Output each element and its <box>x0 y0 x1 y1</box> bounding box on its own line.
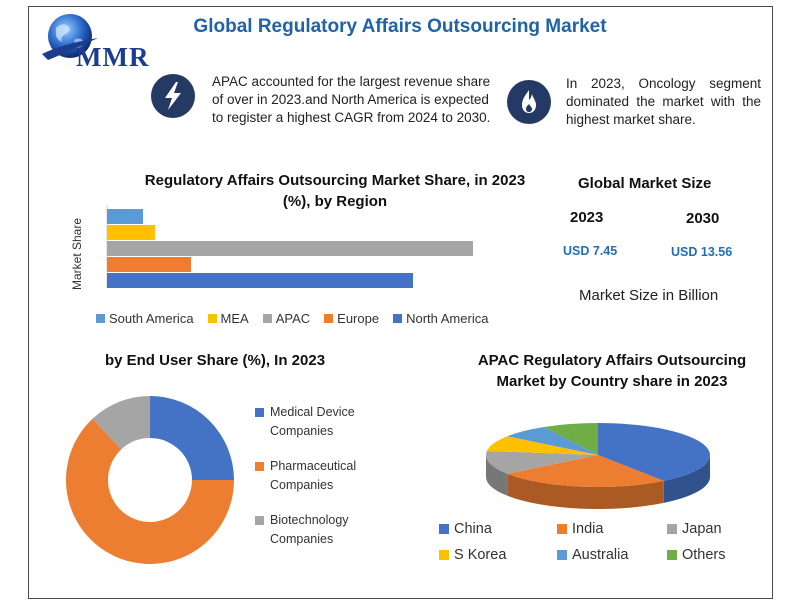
legend-label: Pharmaceutical Companies <box>270 459 357 492</box>
region-bar-chart <box>106 205 473 288</box>
pie-slice-china <box>598 423 710 481</box>
legend-item-biotechnology-companies: Biotechnology Companies <box>255 511 375 549</box>
year-2030-label: 2030 <box>686 210 720 227</box>
donut-chart-legend: Medical Device Companies Pharmaceutical C… <box>255 403 375 565</box>
donut-slice-medical-device-companies <box>150 396 234 480</box>
lightning-icon <box>151 74 195 118</box>
legend-swatch <box>262 314 272 323</box>
legend-item-apac: APAC <box>262 311 311 326</box>
legend-label: MEA <box>220 311 249 326</box>
pie-chart-legend: China India Japan S Korea Australia Others <box>439 521 767 563</box>
legend-swatch <box>255 516 264 525</box>
legend-swatch <box>557 524 567 534</box>
bar-chart-legend: South America MEA APAC Europe North America <box>96 311 502 326</box>
legend-item-europe: Europe <box>324 311 379 326</box>
legend-swatch <box>96 314 105 323</box>
bar-europe <box>107 257 191 272</box>
bar-north-america <box>107 273 413 288</box>
legend-label: Japan <box>682 521 722 537</box>
donut-chart-title: by End User Share (%), In 2023 <box>104 352 326 369</box>
legend-item-south-america: South America <box>96 311 194 326</box>
legend-label: Medical Device Companies <box>270 405 355 438</box>
bar-south-america <box>107 209 143 224</box>
legend-label: South America <box>109 311 194 326</box>
legend-item-china: China <box>439 521 557 537</box>
pie-side-china <box>663 455 710 503</box>
legend-swatch <box>255 408 264 417</box>
legend-swatch <box>324 314 334 323</box>
legend-item-medical-device-companies: Medical Device Companies <box>255 403 375 441</box>
legend-item-india: India <box>557 521 667 537</box>
legend-swatch <box>667 524 677 534</box>
legend-swatch <box>557 550 567 560</box>
legend-label: Europe <box>337 311 380 326</box>
legend-swatch <box>667 550 677 560</box>
pie-side-india <box>507 473 664 509</box>
logo-text: MMR <box>76 42 150 72</box>
info-text-segment: In 2023, Oncology segment dominated the … <box>566 76 761 127</box>
market-value-2030: USD 13.56 <box>671 245 733 259</box>
legend-item-japan: Japan <box>667 521 767 537</box>
bar-mea <box>107 225 155 240</box>
legend-swatch <box>439 524 449 534</box>
legend-label: APAC <box>275 311 311 326</box>
market-size-caption: Market Size in Billion <box>579 287 719 304</box>
legend-item-australia: Australia <box>557 547 667 563</box>
legend-label: Australia <box>572 547 629 563</box>
year-2023-label: 2023 <box>570 209 604 226</box>
legend-label: S Korea <box>454 547 507 563</box>
pie-slice-australia <box>507 426 598 455</box>
pie-chart-title: APAC Regulatory Affairs Outsourcing Mark… <box>477 352 747 390</box>
pie-slice-others <box>544 423 598 455</box>
info-text-region: APAC accounted for the largest revenue s… <box>212 74 491 125</box>
infographic-frame <box>28 6 773 599</box>
pie-slice-india <box>507 455 664 487</box>
legend-label: China <box>454 521 492 537</box>
legend-swatch <box>393 314 403 323</box>
page-title: Global Regulatory Affairs Outsourcing Ma… <box>193 16 607 37</box>
legend-item-pharmaceutical-companies: Pharmaceutical Companies <box>255 457 375 495</box>
market-value-2023: USD 7.45 <box>563 244 618 258</box>
legend-label: India <box>572 521 604 537</box>
pie-slice-japan <box>486 450 598 474</box>
apac-country-pie-chart <box>486 423 710 509</box>
pie-slice-s-korea <box>486 436 598 455</box>
legend-item-others: Others <box>667 547 767 563</box>
globe-icon <box>42 14 98 60</box>
legend-swatch <box>207 314 217 323</box>
flame-icon <box>507 80 551 124</box>
legend-item-s-korea: S Korea <box>439 547 557 563</box>
bar-chart-title: Regulatory Affairs Outsourcing Market Sh… <box>144 172 526 210</box>
mmr-logo <box>36 10 166 72</box>
market-size-title: Global Market Size <box>578 175 712 192</box>
legend-item-north-america: North America <box>393 311 488 326</box>
end-user-donut-chart <box>65 396 234 564</box>
bar-chart-ylabel: Market Share <box>70 217 84 290</box>
donut-slice-pharmaceutical-companies <box>65 418 234 564</box>
bar-apac <box>107 241 473 256</box>
legend-swatch <box>439 550 449 560</box>
legend-label: North America <box>406 311 489 326</box>
donut-slice-biotechnology-companies <box>92 396 150 450</box>
legend-label: Biotechnology Companies <box>270 513 349 546</box>
legend-swatch <box>255 462 264 471</box>
legend-label: Others <box>682 547 726 563</box>
legend-item-mea: MEA <box>207 311 249 326</box>
pie-side-japan <box>486 455 508 496</box>
